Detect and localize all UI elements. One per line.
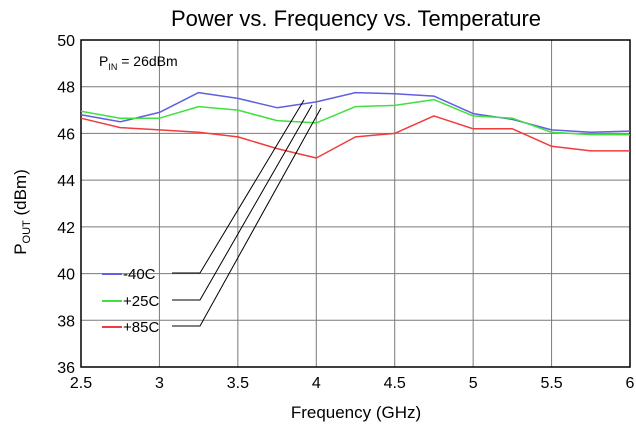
legend-leader-lines <box>172 99 322 327</box>
y-tick-label: 50 <box>57 33 75 50</box>
plot-frame <box>80 39 631 368</box>
legend-label: -40C <box>123 266 156 283</box>
x-tick-label: 5 <box>469 375 478 392</box>
x-tick-label: 3 <box>155 375 164 392</box>
legend: -40C +25C +85C <box>102 266 159 336</box>
y-axis-label: POUT (dBm) <box>11 169 33 255</box>
x-tick-label: 2.5 <box>70 375 92 392</box>
y-tick-label: 42 <box>57 220 75 237</box>
y-tick-label: 46 <box>57 126 75 143</box>
x-tick-label: 6 <box>626 375 635 392</box>
x-tick-label: 3.5 <box>227 375 249 392</box>
legend-label: +25C <box>123 293 159 310</box>
tick-labels: 2.5 3 3.5 4 4.5 5 5.5 6 36 38 40 42 44 46 48 50 <box>57 33 634 392</box>
x-axis-label: Frequency (GHz) <box>291 403 421 422</box>
y-tick-label: 38 <box>57 313 75 330</box>
x-tick-label: 4.5 <box>384 375 406 392</box>
pin-annotation: PIN = 26dBm <box>99 53 178 72</box>
y-tick-label: 40 <box>57 267 75 284</box>
series-line <box>80 98 630 136</box>
chart-title: Power vs. Frequency vs. Temperature <box>171 6 541 31</box>
x-tick-label: 4 <box>312 375 321 392</box>
series-lines <box>80 91 631 159</box>
y-tick-label: 36 <box>57 360 75 377</box>
grid <box>80 39 631 368</box>
legend-label: +85C <box>123 319 159 336</box>
legend-leader-line <box>172 99 305 274</box>
legend-leader-line <box>172 104 313 301</box>
legend-leader-line <box>172 107 322 327</box>
series-line <box>80 91 631 134</box>
series-line <box>80 115 630 159</box>
y-tick-label: 44 <box>57 173 75 190</box>
x-tick-label: 5.5 <box>540 375 562 392</box>
y-tick-label: 48 <box>57 80 75 97</box>
